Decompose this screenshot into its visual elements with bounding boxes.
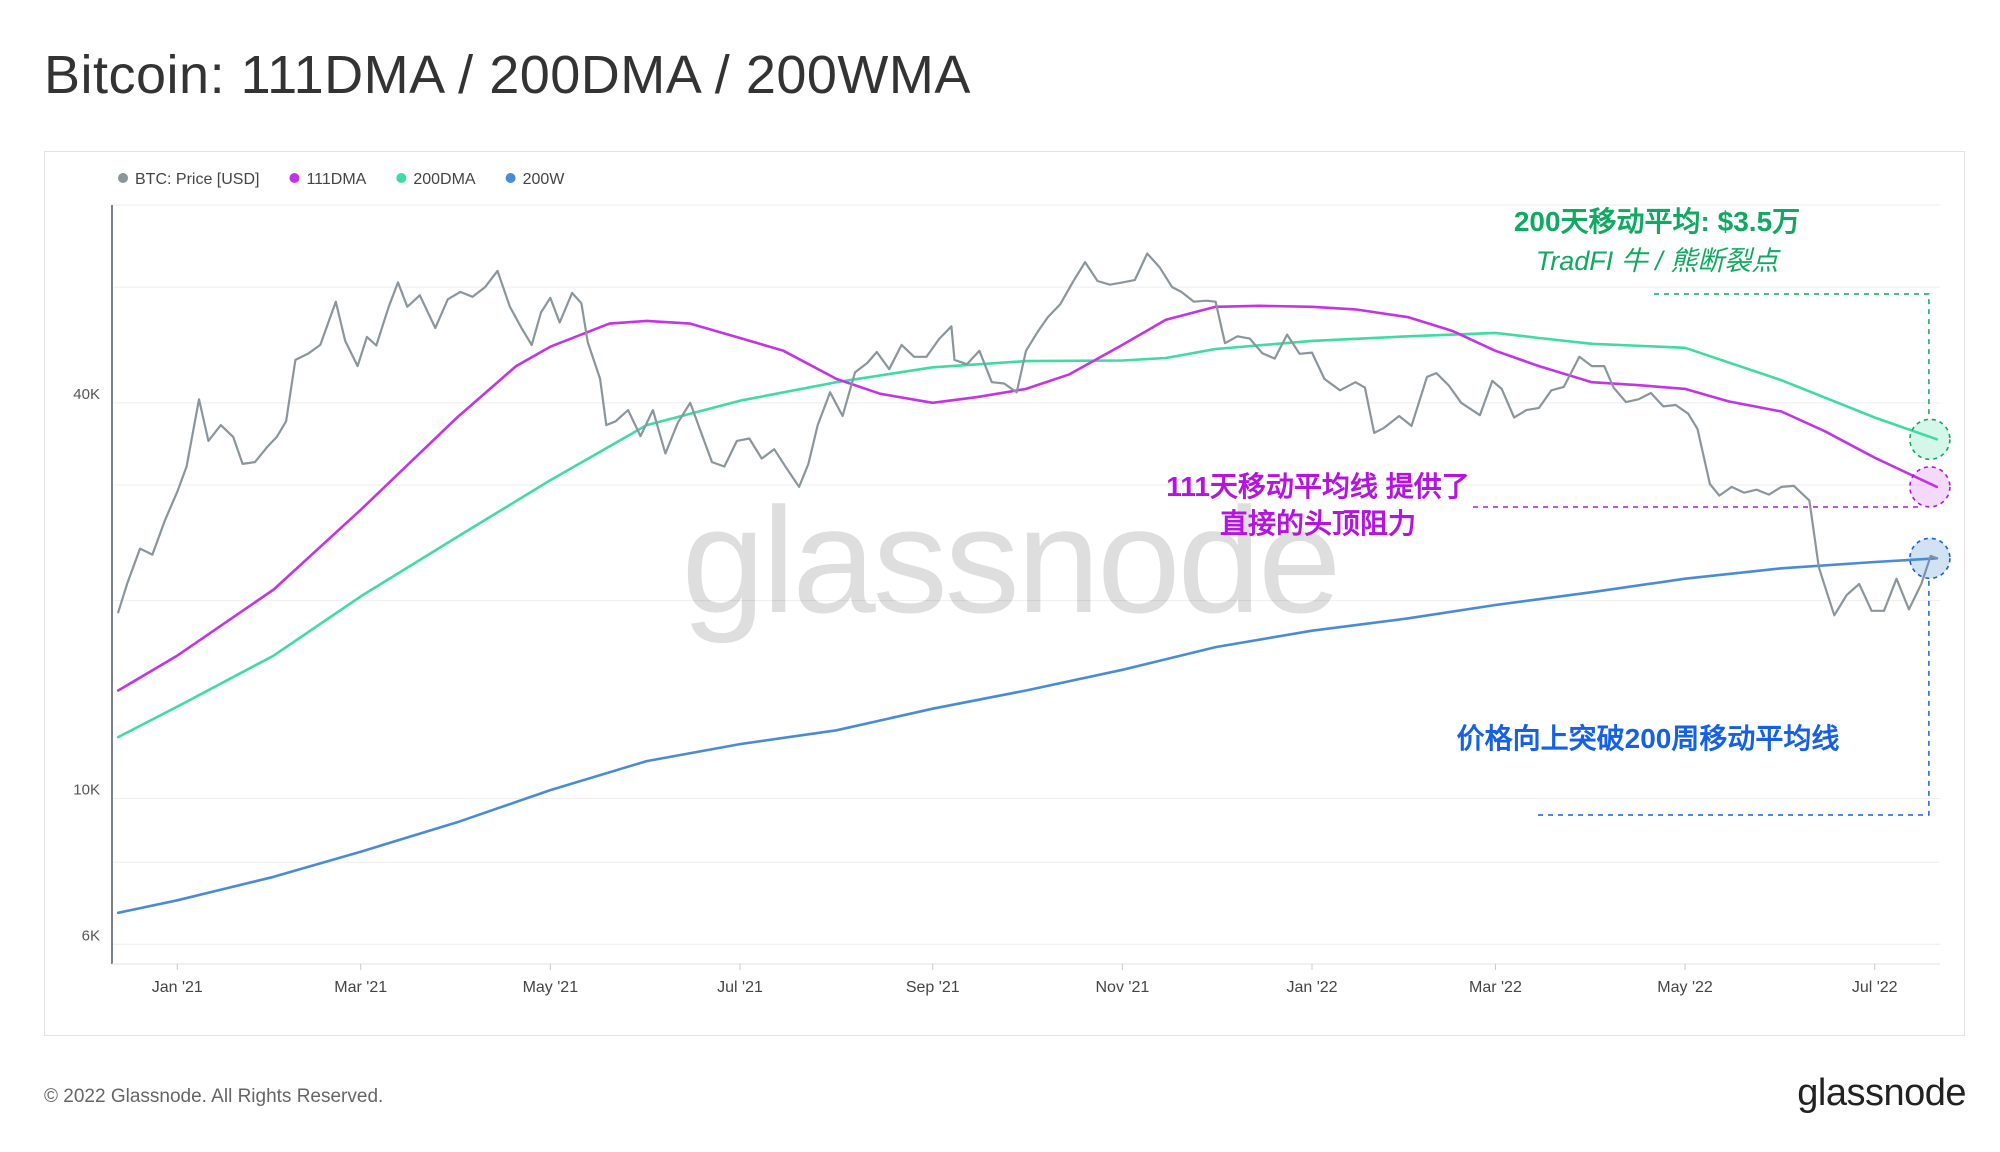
- x-tick-label: May '21: [523, 979, 579, 996]
- annotation-dma111-line2: 直接的头顶阻力: [1220, 507, 1416, 539]
- y-tick-label: 40K: [73, 386, 100, 403]
- page-title: Bitcoin: 111DMA / 200DMA / 200WMA: [44, 45, 971, 105]
- x-tick-label: Jan '21: [152, 979, 203, 996]
- x-tick-label: Mar '22: [1469, 979, 1522, 996]
- legend-label[interactable]: 200W: [523, 171, 566, 188]
- y-tick-label: 6K: [82, 927, 100, 944]
- footer-copyright: © 2022 Glassnode. All Rights Reserved.: [44, 1086, 384, 1107]
- legend-label[interactable]: BTC: Price [USD]: [135, 171, 259, 188]
- dma200-highlight-circle: [1909, 418, 1951, 461]
- legend: BTC: Price [USD] 111DMA 200DMA 200W: [118, 171, 565, 188]
- dma200-leader-line: [1654, 293, 1930, 419]
- wma200-leader-line: [1538, 579, 1930, 816]
- x-axis: Jan '21 Mar '21 May '21 Jul '21 Sep '21 Nov '…: [112, 963, 1940, 996]
- annotations: 200天移动平均: $3.5万 TradFI 牛 / 熊断裂点 111天移动平均线 …: [1166, 206, 1951, 816]
- x-tick-label: Jul '22: [1852, 979, 1898, 996]
- legend-label[interactable]: 200DMA: [413, 171, 476, 188]
- wma200-highlight-circle: [1909, 537, 1951, 580]
- legend-marker[interactable]: [505, 173, 516, 183]
- series-lines: [116, 252, 1939, 915]
- footer-logo[interactable]: glassnode: [1797, 1072, 1966, 1114]
- annotation-dma200-subtitle: TradFI 牛 / 熊断裂点: [1536, 246, 1782, 276]
- y-tick-label: 10K: [73, 782, 100, 799]
- grid-lines: [112, 204, 1940, 945]
- annotation-wma200: 价格向上突破200周移动平均线: [1457, 722, 1840, 754]
- annotation-dma200-title: 200天移动平均: $3.5万: [1514, 206, 1800, 237]
- x-tick-label: Mar '21: [334, 979, 387, 996]
- x-tick-label: May '22: [1657, 979, 1713, 996]
- x-tick-label: Sep '21: [906, 979, 960, 996]
- y-axis: 6K 10K 40K: [73, 205, 113, 964]
- x-tick-label: Nov '21: [1095, 979, 1149, 996]
- legend-marker[interactable]: [289, 173, 300, 183]
- legend-label[interactable]: 111DMA: [306, 171, 366, 188]
- legend-marker[interactable]: [396, 173, 407, 183]
- x-tick-label: Jan '22: [1286, 979, 1337, 996]
- annotation-dma111-line1: 111天移动平均线 提供了: [1166, 471, 1469, 502]
- series-line-price: [117, 252, 1938, 617]
- series-line-dma111: [116, 304, 1939, 692]
- x-tick-label: Jul '21: [717, 979, 763, 996]
- legend-marker[interactable]: [118, 173, 128, 183]
- series-line-dma200: [116, 331, 1939, 739]
- series-line-wma200: [116, 557, 1939, 915]
- watermark: glassnode: [682, 476, 1339, 644]
- dma111-highlight-circle: [1909, 466, 1951, 508]
